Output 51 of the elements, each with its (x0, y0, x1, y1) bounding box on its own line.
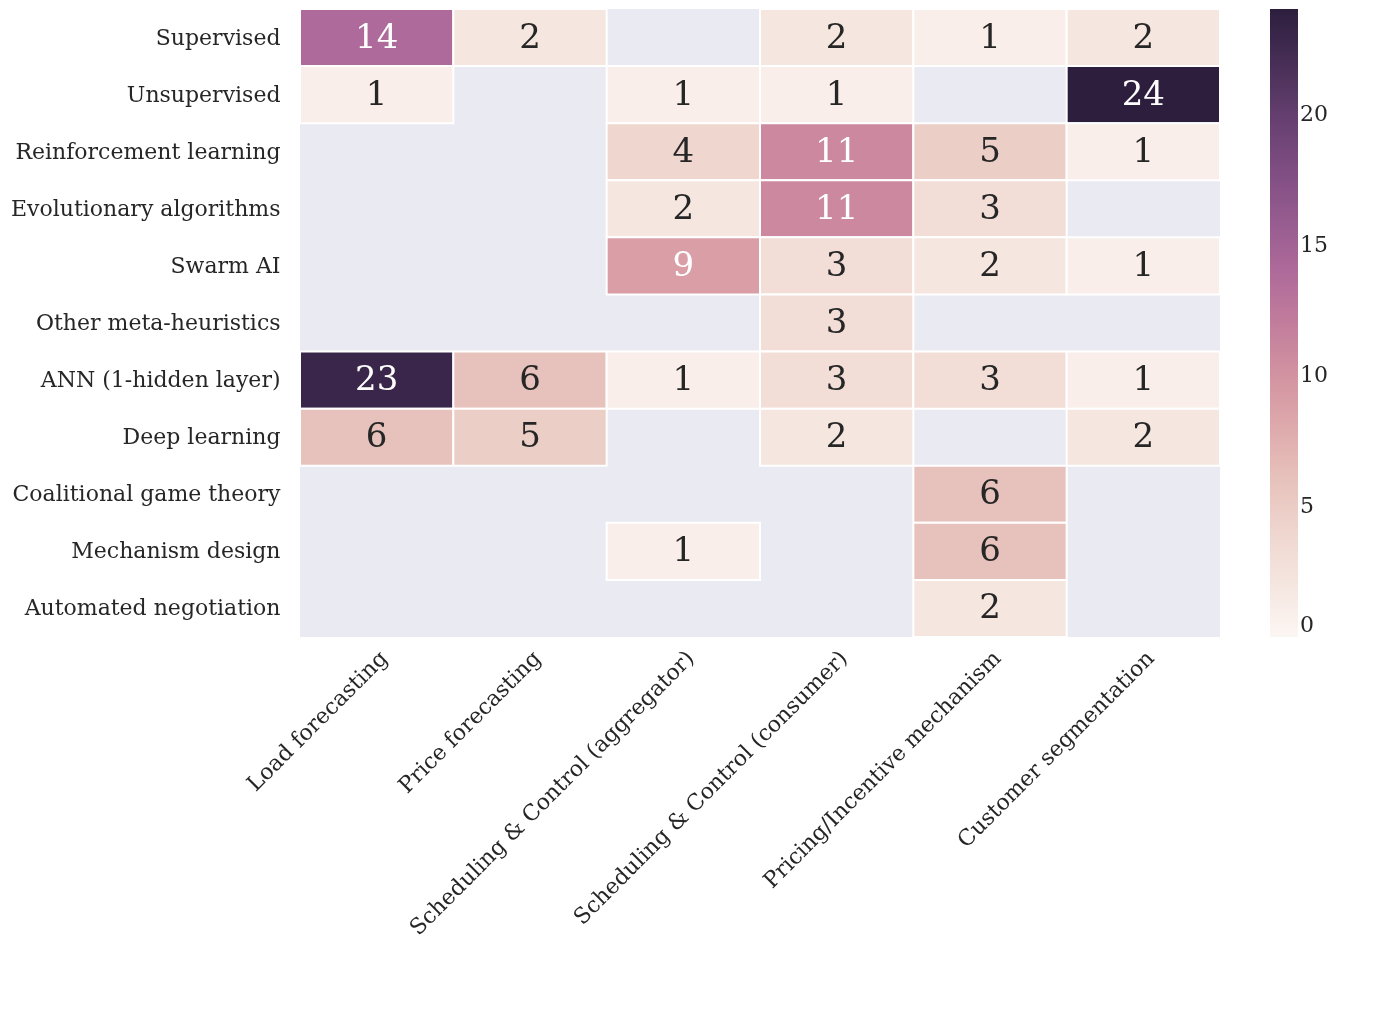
color-bar-label: 20 (1300, 100, 1328, 126)
data-label: 11 (815, 129, 859, 170)
data-label: 3 (979, 186, 1001, 227)
y-tick-label: Evolutionary algorithms (11, 195, 281, 221)
data-label: 2 (979, 586, 1001, 627)
data-label: 3 (825, 358, 848, 399)
data-label: 2 (672, 186, 695, 227)
data-label: 2 (519, 15, 541, 56)
data-label: 2 (1132, 15, 1155, 56)
color-bar-label: 0 (1300, 612, 1314, 637)
data-label: 1 (825, 72, 848, 113)
data-label: 4 (672, 129, 695, 170)
data-label: 6 (979, 529, 1001, 570)
data-label: 5 (979, 129, 1001, 170)
data-label: 1 (1132, 129, 1155, 170)
data-label: 3 (979, 358, 1001, 399)
color-bar-label: 5 (1300, 493, 1314, 519)
color-bar-label: 10 (1300, 362, 1328, 388)
data-label: 1 (979, 15, 1001, 56)
y-tick-label: Supervised (155, 24, 281, 50)
data-label: 5 (519, 415, 541, 456)
data-label: 9 (672, 243, 695, 284)
y-tick-label: Mechanism design (71, 538, 281, 564)
y-tick-label: ANN (1-hidden layer) (39, 367, 281, 393)
data-label: 11 (815, 186, 859, 227)
data-label: 6 (979, 472, 1001, 513)
data-label: 24 (1121, 72, 1165, 113)
data-label: 1 (672, 529, 695, 570)
data-label: 1 (672, 358, 695, 399)
data-label: 6 (519, 358, 541, 399)
y-tick-label: Unsupervised (126, 81, 281, 107)
data-label: 6 (365, 415, 388, 456)
y-tick-label: Coalitional game theory (12, 481, 282, 507)
data-label: 1 (1132, 243, 1155, 284)
data-label: 1 (1132, 358, 1155, 399)
data-label: 2 (1132, 415, 1155, 456)
y-tick-label: Automated negotiation (23, 595, 281, 621)
color-bar-label: 15 (1300, 231, 1328, 257)
data-label: 1 (672, 72, 695, 113)
data-label: 23 (355, 358, 399, 399)
data-label: 2 (825, 415, 848, 456)
data-label: 14 (355, 15, 399, 56)
data-label: 3 (825, 301, 848, 341)
y-tick-label: Other meta-heuristics (35, 310, 281, 335)
y-tick-label: Swarm AI (170, 252, 281, 278)
data-label: 3 (825, 243, 848, 284)
y-tick-label: Reinforcement learning (15, 138, 281, 164)
data-label: 1 (365, 72, 388, 113)
data-label: 2 (979, 243, 1001, 284)
data-label: 2 (825, 15, 848, 56)
y-tick-label: Deep learning (122, 424, 281, 450)
